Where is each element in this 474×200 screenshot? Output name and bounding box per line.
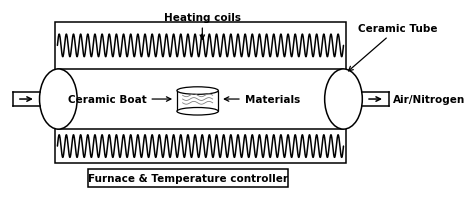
Text: Furnace & Temperature controller: Furnace & Temperature controller bbox=[88, 173, 288, 183]
Ellipse shape bbox=[325, 70, 362, 129]
Text: Ceramic Tube: Ceramic Tube bbox=[348, 24, 437, 72]
Bar bbox=[55, 23, 346, 163]
Ellipse shape bbox=[177, 87, 219, 95]
Ellipse shape bbox=[39, 70, 77, 129]
Text: Heating coils: Heating coils bbox=[164, 13, 241, 40]
Text: Ceramic Boat: Ceramic Boat bbox=[68, 95, 171, 105]
Bar bbox=[177, 91, 219, 112]
Ellipse shape bbox=[177, 108, 219, 115]
Text: Materials: Materials bbox=[224, 95, 300, 105]
FancyBboxPatch shape bbox=[89, 169, 288, 187]
Text: Air/Nitrogen: Air/Nitrogen bbox=[393, 95, 465, 105]
Bar bbox=[58, 70, 344, 129]
